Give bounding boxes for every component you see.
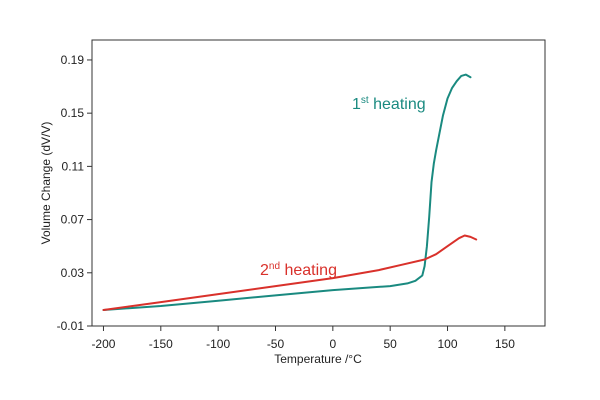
series-line-2 [102,234,478,311]
series-line-1 [102,73,472,311]
x-tick-label: -50 [267,337,285,351]
x-tick-label: -200 [91,337,115,351]
x-tick-label: -100 [206,337,230,351]
y-axis-label: Volume Change (dV/V) [39,122,53,245]
series-annotation-2: 2nd heating [260,261,337,279]
x-tick-label: 100 [438,337,458,351]
y-tick-label: -0.01 [57,319,85,333]
annotation-ordinal-suffix: st [361,95,369,106]
annotation-number: 1 [352,96,361,113]
annotation-ordinal-suffix: nd [269,261,280,272]
y-tick-label: 0.15 [61,106,85,120]
y-tick-label: 0.07 [61,213,85,227]
y-axis-ticks: -0.01 0.03 0.07 0.11 0.15 0.19 [57,53,92,333]
y-tick-label: 0.19 [61,53,85,67]
x-axis-ticks: -200 -150 -100 -50 0 50 100 150 [91,326,515,351]
x-tick-label: 0 [329,337,336,351]
series-layer [102,73,478,311]
x-tick-label: 150 [495,337,515,351]
y-tick-label: 0.11 [62,159,85,173]
x-axis-label: Temperature /°C [274,352,362,366]
x-tick-label: 50 [383,337,397,351]
annotation-number: 2 [260,262,269,279]
y-tick-label: 0.03 [61,266,85,280]
plot-frame [91,39,546,327]
series-annotation-1: 1st heating [352,95,426,113]
annotation-text: heating [369,96,426,113]
annotation-text: heating [280,262,337,279]
x-tick-label: -150 [149,337,173,351]
